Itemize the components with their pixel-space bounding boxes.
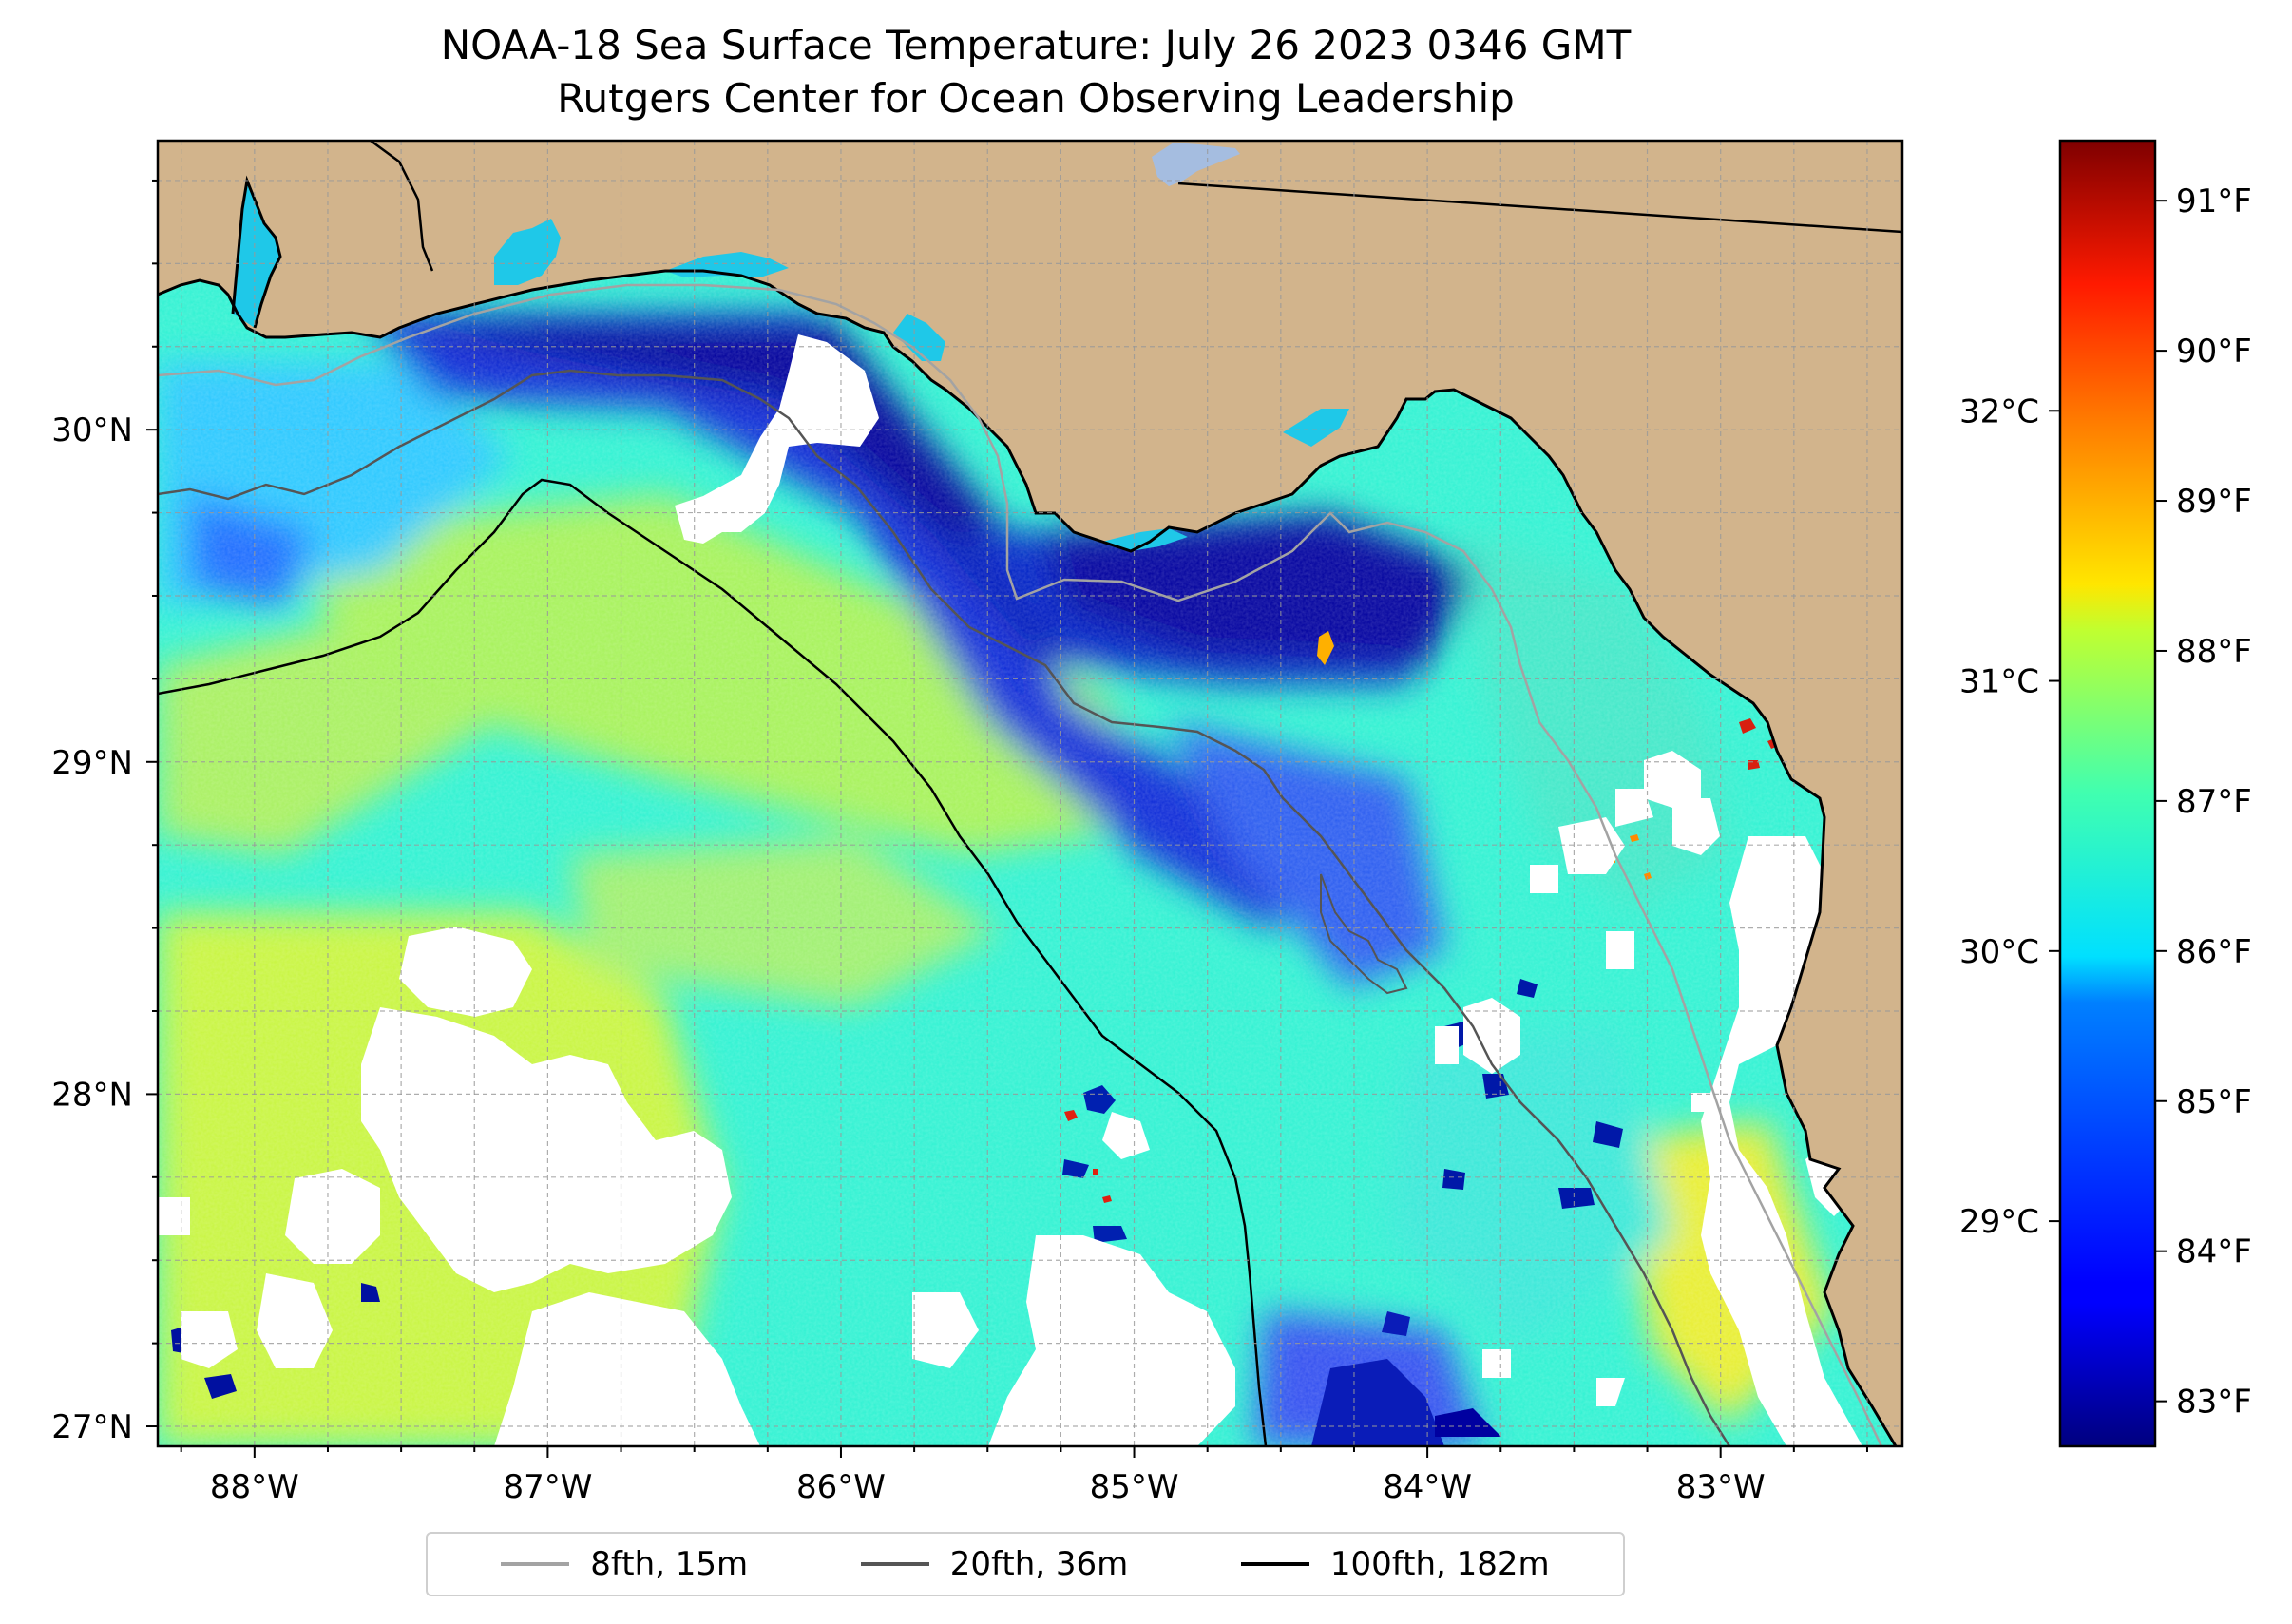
lon-label-83w: 83°W — [1676, 1468, 1766, 1506]
title-line-2: Rutgers Center for Ocean Observing Leade… — [557, 75, 1515, 122]
lat-label-29n: 29°N — [51, 744, 133, 782]
legend-swatch-8fth — [501, 1562, 570, 1566]
isobath-20fth — [158, 369, 1731, 1446]
map-frame — [156, 139, 1904, 1448]
lat-label-28n: 28°N — [51, 1076, 133, 1114]
lon-label-85w: 85°W — [1090, 1468, 1179, 1506]
isobath-8fth — [158, 283, 1883, 1446]
legend-swatch-20fth — [860, 1562, 929, 1566]
cbar-label-90f: 90°F — [2176, 333, 2252, 371]
legend-item-8fth: 8fth, 15m — [501, 1545, 748, 1583]
lon-label-88w: 88°W — [210, 1468, 299, 1506]
cbar-label-85f: 85°F — [2176, 1083, 2252, 1121]
colorbar-labels: 83°F 84°F 85°F 86°F 87°F 88°F 89°F 90°F … — [1959, 182, 2252, 1421]
cbar-label-32c: 32°C — [1959, 392, 2039, 430]
legend-label-20fth: 20fth, 36m — [949, 1545, 1129, 1583]
lat-label-30n: 30°N — [51, 411, 133, 449]
legend-swatch-100fth — [1240, 1562, 1309, 1566]
cbar-label-91f: 91°F — [2176, 182, 2252, 220]
sst-speckles — [171, 631, 1781, 1446]
cbar-label-31c: 31°C — [1959, 663, 2039, 701]
isobath-legend: 8fth, 15m 20fth, 36m 100fth, 182m — [426, 1532, 1625, 1596]
lat-label-27n: 27°N — [51, 1408, 133, 1446]
coastline — [158, 269, 1898, 1446]
isobath-20fth-shoal — [1320, 873, 1408, 995]
cbar-label-30c: 30°C — [1959, 933, 2039, 971]
cbar-label-87f: 87°F — [2176, 783, 2252, 821]
map-axis-ticks — [146, 179, 1868, 1458]
cbar-label-29c: 29°C — [1959, 1203, 2039, 1241]
cbar-label-83f: 83°F — [2176, 1384, 2252, 1422]
mobile-bay-outline — [231, 175, 282, 329]
colorbar-ticks — [2049, 200, 2167, 1403]
legend-item-20fth: 20fth, 36m — [860, 1545, 1129, 1583]
colorbar: 83°F 84°F 85°F 86°F 87°F 88°F 89°F 90°F … — [1959, 139, 2252, 1448]
map-axis-labels: 88°W 87°W 86°W 85°W 84°W 83°W 27°N 28°N … — [51, 411, 1765, 1506]
state-border-al-ga — [1177, 182, 1902, 234]
legend-item-100fth: 100fth, 182m — [1240, 1545, 1550, 1583]
lon-label-84w: 84°W — [1383, 1468, 1472, 1506]
lake — [1152, 143, 1240, 186]
cbar-label-89f: 89°F — [2176, 483, 2252, 521]
land — [158, 141, 1902, 1446]
sst-map-panel — [158, 141, 1902, 1446]
title-line-1: NOAA-18 Sea Surface Temperature: July 26… — [440, 22, 1632, 68]
coastal-bays — [233, 181, 1349, 551]
colorbar-gradient — [2058, 139, 2157, 1448]
legend-label-100fth: 100fth, 182m — [1329, 1545, 1550, 1583]
cbar-label-84f: 84°F — [2176, 1233, 2252, 1271]
lon-label-86w: 86°W — [796, 1468, 886, 1506]
lon-label-87w: 87°W — [503, 1468, 592, 1506]
graticule — [158, 141, 1902, 1446]
cbar-label-88f: 88°F — [2176, 633, 2252, 671]
cbar-label-86f: 86°F — [2176, 933, 2252, 971]
legend-label-8fth: 8fth, 15m — [590, 1545, 749, 1583]
state-border-al-ms — [370, 141, 434, 272]
isobath-100fth — [158, 478, 1268, 1446]
